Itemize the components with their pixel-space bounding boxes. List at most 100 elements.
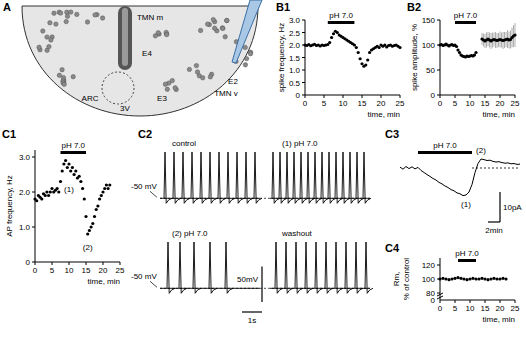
y-tick <box>302 95 305 96</box>
neuron <box>153 34 157 38</box>
neuron <box>60 68 64 72</box>
y-tick-label: 50 <box>426 66 435 75</box>
x-tick-label: 5 <box>322 99 327 108</box>
data-point <box>513 33 516 36</box>
treatment-label: pH 7.0 <box>329 11 353 20</box>
data-point <box>471 277 474 280</box>
x-axis-label: time, min <box>483 110 515 119</box>
x-tick <box>440 300 441 303</box>
axis-break-label: 0 <box>431 296 436 305</box>
neuron <box>165 32 169 36</box>
baseline-label: -50 mV <box>131 182 157 191</box>
baseline-arrow <box>150 281 157 287</box>
y-tick <box>437 70 440 71</box>
data-point <box>366 58 369 61</box>
action-potential <box>345 242 353 293</box>
neuron <box>48 21 52 25</box>
diagram: TMN mE4E2TMN vARC3VE3 <box>22 0 262 116</box>
y-tick-label: 1.0 <box>19 223 31 232</box>
y-tick-label: 2.0 <box>19 188 31 197</box>
x-tick-label: 20 <box>99 266 108 275</box>
data-point <box>57 190 60 193</box>
data-point <box>328 41 331 44</box>
x-axis <box>305 95 400 96</box>
y-tick-label: 1.5 <box>289 54 301 63</box>
data-point <box>474 277 477 280</box>
action-potential <box>305 242 313 293</box>
y-tick-label: 100 <box>422 275 436 284</box>
data-point <box>45 190 48 193</box>
data-point <box>84 215 87 218</box>
data-point <box>364 63 367 66</box>
data-point <box>465 278 468 281</box>
y-tick-label: 3.0 <box>289 16 301 25</box>
neuron <box>100 16 104 20</box>
scale-bar <box>261 266 262 302</box>
y-tick-label: 2.0 <box>289 41 301 50</box>
x-tick-label: 15 <box>481 99 490 108</box>
y-tick <box>302 57 305 58</box>
x-tick <box>400 95 401 98</box>
neuron <box>64 19 68 23</box>
x-tick <box>485 300 486 303</box>
trace-label: (1) pH 7.0 <box>282 139 318 148</box>
data-point <box>100 194 103 197</box>
neuron <box>225 18 229 22</box>
data-point <box>498 277 501 280</box>
data-point <box>93 215 96 218</box>
neuron <box>208 75 212 79</box>
x-tick <box>103 262 104 265</box>
x-tick <box>324 95 325 98</box>
data-point <box>359 57 362 60</box>
data-point <box>79 180 82 183</box>
point-label: (1) <box>64 185 74 194</box>
x-axis-label: time, min <box>368 110 400 119</box>
data-point <box>90 225 93 228</box>
data-point <box>74 169 77 172</box>
neuron <box>65 10 69 14</box>
x-tick-label: 10 <box>65 266 74 275</box>
data-point <box>477 277 480 280</box>
x-tick-label: 10 <box>339 99 348 108</box>
x-tick <box>120 262 121 265</box>
data-point <box>50 187 53 190</box>
point-label: (2) <box>476 146 486 155</box>
action-potential <box>254 152 262 203</box>
y-tick-label: 120 <box>422 261 436 270</box>
data-point <box>67 162 70 165</box>
neuron <box>58 11 62 15</box>
x-tick <box>485 95 486 98</box>
treatment-bar <box>455 21 476 24</box>
data-point <box>86 232 89 235</box>
data-point <box>492 277 495 280</box>
action-potential <box>275 242 283 293</box>
data-point <box>444 277 447 280</box>
y-axis <box>35 150 36 262</box>
data-point <box>438 277 441 280</box>
scale-bar-label: 2min <box>485 226 502 235</box>
data-point <box>62 162 65 165</box>
action-potential <box>365 242 373 293</box>
x-tick <box>69 262 70 265</box>
data-point <box>56 187 59 190</box>
plot-area <box>438 23 516 59</box>
neuron <box>221 26 225 30</box>
x-tick-label: 0 <box>303 99 308 108</box>
neuron <box>212 26 216 30</box>
scale-bar-label: 10pA <box>503 203 522 212</box>
scale-bar-label: 50mV <box>237 275 259 284</box>
y-axis-label: % of control <box>402 258 411 300</box>
treatment-bar <box>418 151 472 154</box>
action-potential <box>227 152 235 203</box>
x-tick <box>515 300 516 303</box>
neuron <box>220 26 224 30</box>
x-tick-label: 25 <box>511 304 520 313</box>
neuron <box>45 35 49 39</box>
voltage-trace <box>160 152 262 203</box>
x-tick <box>515 95 516 98</box>
treatment-bar <box>61 151 87 154</box>
x-tick <box>343 95 344 98</box>
third-ventricle <box>118 6 132 70</box>
neuron <box>93 13 97 17</box>
action-potential <box>173 152 181 203</box>
